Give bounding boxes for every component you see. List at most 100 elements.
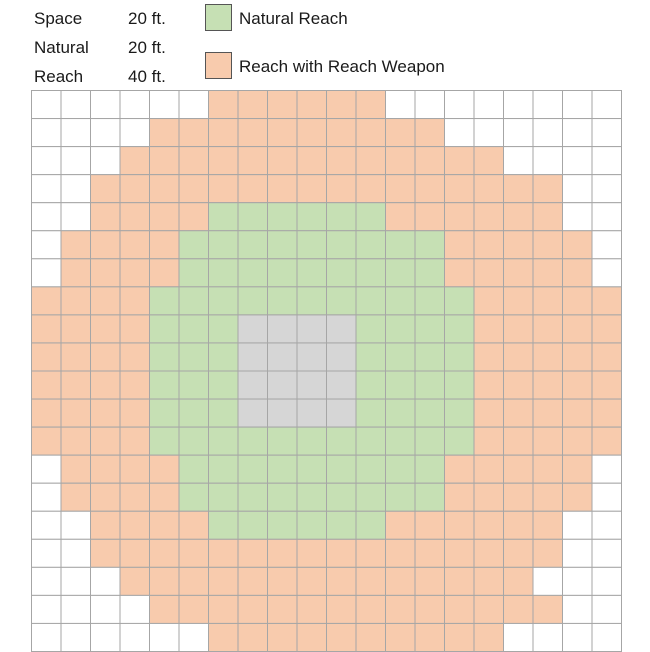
grid-cell-reach (473, 314, 504, 344)
grid-cell-reach (503, 258, 534, 288)
grid-cell-natural (237, 202, 268, 232)
grid-cell-reach (326, 566, 357, 596)
grid-cell-reach (532, 342, 563, 372)
grid-cell-empty (60, 174, 91, 204)
grid-cell-reach (503, 482, 534, 512)
grid-cell-natural (237, 426, 268, 456)
grid-cell-natural (414, 230, 445, 260)
grid-cell-empty (562, 622, 593, 652)
info-row-natural: Natural 20 ft. (34, 33, 194, 62)
grid-cell-natural (355, 202, 386, 232)
grid-cell-reach (208, 594, 239, 624)
grid-cell-natural (326, 230, 357, 260)
grid-cell-natural (267, 230, 298, 260)
grid-cell-empty (60, 538, 91, 568)
grid-cell-reach (473, 174, 504, 204)
grid-cell-natural (385, 342, 416, 372)
grid-cell-reach (60, 426, 91, 456)
grid-cell-natural (208, 398, 239, 428)
grid-cell-empty (90, 594, 121, 624)
grid-cell-reach (119, 314, 150, 344)
grid-cell-natural (208, 342, 239, 372)
grid-cell-reach (208, 90, 239, 120)
grid-cell-natural (208, 482, 239, 512)
grid-cell-reach (31, 398, 62, 428)
grid-cell-reach (149, 258, 180, 288)
grid-cell-natural (237, 286, 268, 316)
grid-cell-natural (178, 370, 209, 400)
grid-cell-reach (119, 286, 150, 316)
grid-cell-space (237, 342, 268, 372)
grid-cell-natural (355, 230, 386, 260)
grid-cell-reach (208, 538, 239, 568)
grid-cell-empty (90, 118, 121, 148)
grid-cell-reach (90, 482, 121, 512)
grid-cell-reach (296, 174, 327, 204)
grid-cell-natural (208, 426, 239, 456)
grid-cell-reach (178, 202, 209, 232)
grid-cell-reach (414, 622, 445, 652)
info-value: 20 ft. (128, 9, 166, 28)
grid-cell-space (326, 398, 357, 428)
grid-cell-natural (149, 342, 180, 372)
grid-cell-reach (119, 230, 150, 260)
grid-cell-natural (355, 454, 386, 484)
grid-cell-reach (355, 90, 386, 120)
grid-cell-reach (178, 566, 209, 596)
grid-cell-reach (60, 314, 91, 344)
grid-cell-reach (119, 258, 150, 288)
grid-cell-reach (532, 314, 563, 344)
grid-cell-natural (296, 230, 327, 260)
grid-cell-space (237, 370, 268, 400)
grid-cell-reach (532, 286, 563, 316)
grid-cell-reach (473, 146, 504, 176)
grid-cell-reach (267, 174, 298, 204)
grid-cell-reach (326, 538, 357, 568)
grid-cell-empty (591, 482, 622, 512)
grid-cell-natural (178, 426, 209, 456)
grid-cell-reach (237, 118, 268, 148)
grid-cell-reach (385, 538, 416, 568)
grid-cell-natural (414, 342, 445, 372)
grid-cell-reach (473, 230, 504, 260)
grid-cell-empty (532, 622, 563, 652)
grid-cell-empty (31, 146, 62, 176)
grid-cell-empty (60, 90, 91, 120)
grid-cell-reach (149, 174, 180, 204)
grid-cell-natural (237, 230, 268, 260)
info-value: 20 ft. (128, 38, 166, 57)
grid-cell-space (237, 398, 268, 428)
grid-cell-reach (562, 426, 593, 456)
grid-cell-empty (562, 174, 593, 204)
grid-cell-reach (503, 286, 534, 316)
grid-cell-empty (31, 118, 62, 148)
grid-cell-reach (473, 482, 504, 512)
grid-cell-natural (149, 286, 180, 316)
grid-cell-reach (326, 146, 357, 176)
grid-cell-empty (562, 202, 593, 232)
grid-cell-empty (31, 174, 62, 204)
grid-cell-empty (503, 622, 534, 652)
grid-cell-empty (31, 230, 62, 260)
grid-cell-reach (385, 622, 416, 652)
grid-cell-reach (119, 566, 150, 596)
grid-cell-reach (60, 370, 91, 400)
grid-cell-natural (414, 286, 445, 316)
grid-cell-reach (267, 538, 298, 568)
grid-cell-reach (178, 174, 209, 204)
grid-cell-reach (503, 398, 534, 428)
grid-cell-reach (178, 146, 209, 176)
grid-cell-reach (178, 510, 209, 540)
grid-cell-empty (60, 202, 91, 232)
grid-cell-reach (503, 538, 534, 568)
info-row-space: Space 20 ft. (34, 4, 194, 33)
grid-cell-natural (208, 314, 239, 344)
grid-cell-natural (326, 258, 357, 288)
grid-cell-reach (90, 258, 121, 288)
grid-cell-reach (444, 230, 475, 260)
grid-cell-reach (149, 566, 180, 596)
grid-cell-reach (326, 174, 357, 204)
grid-cell-reach (562, 286, 593, 316)
grid-cell-reach (532, 174, 563, 204)
grid-cell-empty (591, 118, 622, 148)
